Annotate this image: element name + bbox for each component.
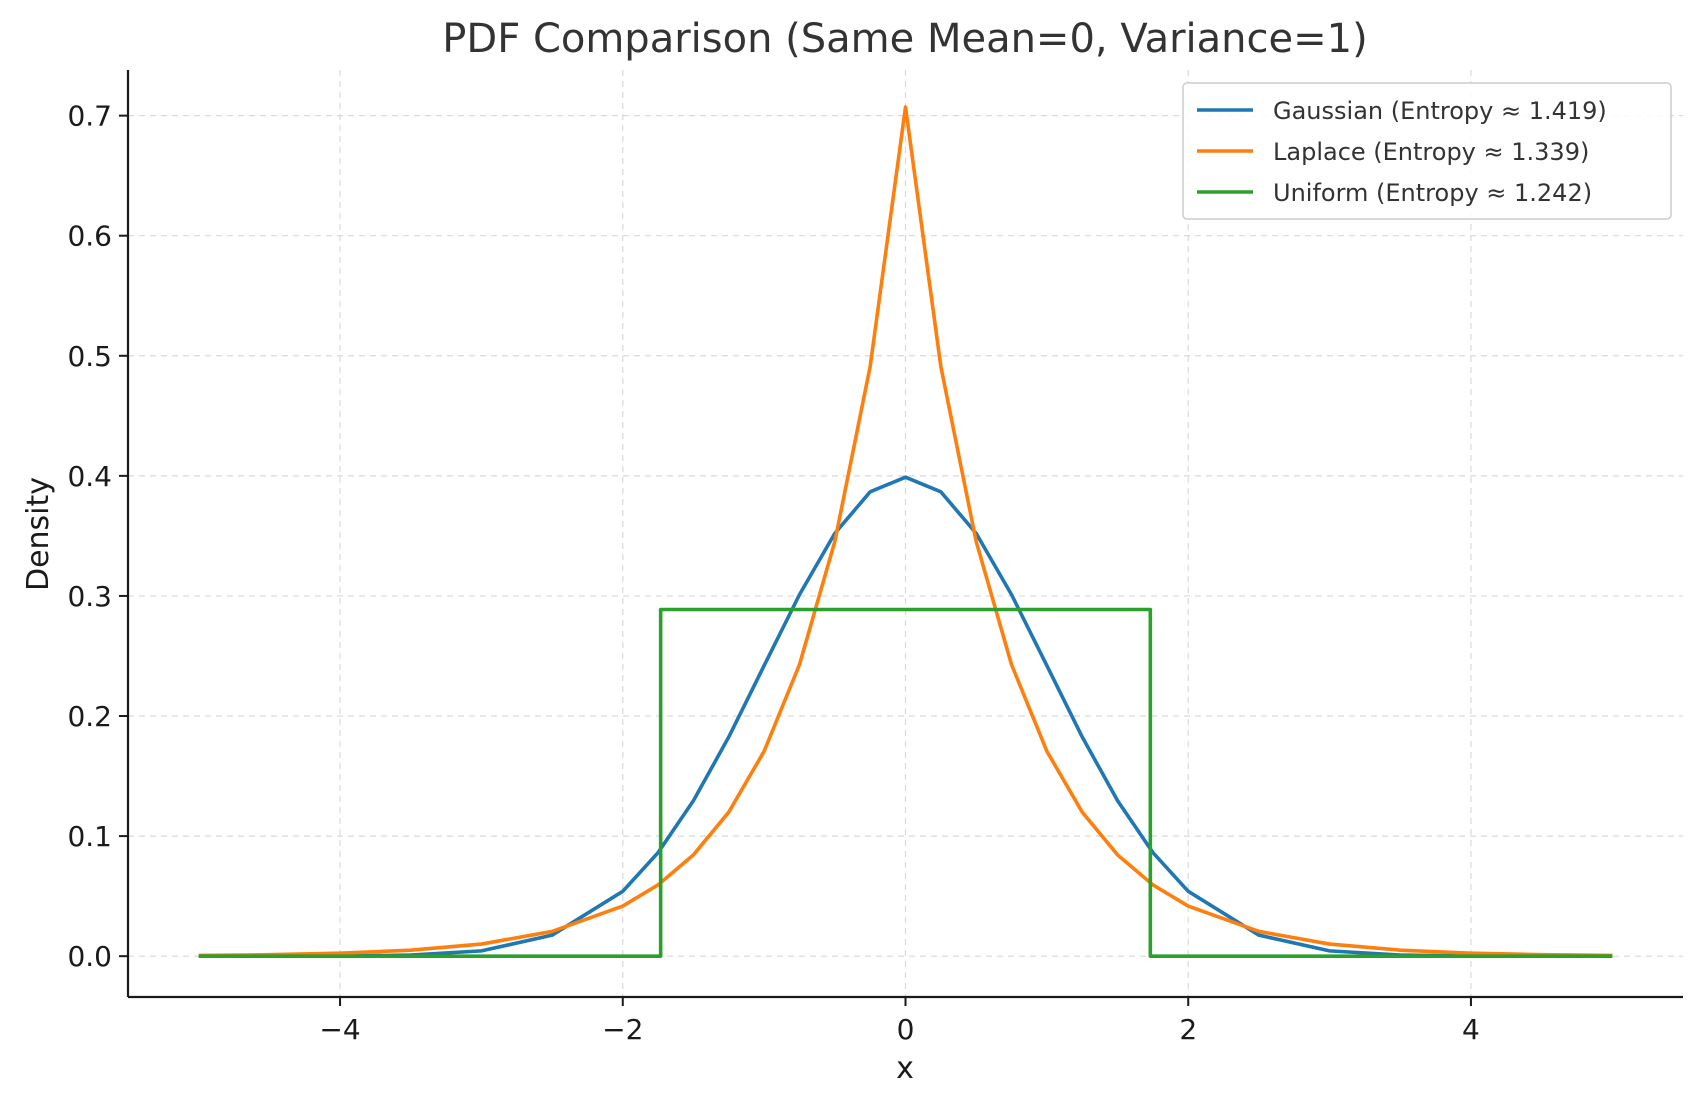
uniform-legend-label: Uniform (Entropy ≈ 1.242) xyxy=(1273,179,1592,207)
legend: Gaussian (Entropy ≈ 1.419) Laplace (Entro… xyxy=(1182,82,1672,220)
series-layer xyxy=(198,105,1613,958)
y-tick-label: 0.3 xyxy=(67,580,112,613)
y-axis-label: Density xyxy=(21,477,56,591)
x-axis-label: x xyxy=(896,1051,914,1086)
x-tick-label: −4 xyxy=(319,1013,360,1046)
legend-frame xyxy=(1182,82,1672,220)
x-tick-label: 4 xyxy=(1462,1013,1480,1046)
x-tick-label: −2 xyxy=(602,1013,643,1046)
y-tick-label: 0.7 xyxy=(67,100,112,133)
grid xyxy=(128,70,1683,997)
x-tick-label: 2 xyxy=(1179,1013,1197,1046)
laplace-series-line xyxy=(198,105,1613,958)
y-tick-label: 0.5 xyxy=(67,340,112,373)
y-ticks: 0.0 0.1 0.2 0.3 0.4 0.5 0.6 0.7 xyxy=(67,100,128,973)
y-tick-label: 0.4 xyxy=(67,460,112,493)
y-tick-label: 0.0 xyxy=(67,940,112,973)
gaussian-legend-label: Gaussian (Entropy ≈ 1.419) xyxy=(1273,97,1607,125)
chart-title: PDF Comparison (Same Mean=0, Variance=1) xyxy=(442,16,1367,62)
y-tick-label: 0.2 xyxy=(67,700,112,733)
laplace-legend-label: Laplace (Entropy ≈ 1.339) xyxy=(1273,138,1589,166)
x-ticks: −4 −2 0 2 4 xyxy=(319,997,1480,1046)
uniform-series-line xyxy=(198,607,1613,958)
gaussian-series-line xyxy=(198,475,1613,958)
x-tick-label: 0 xyxy=(897,1013,915,1046)
y-tick-label: 0.6 xyxy=(67,220,112,253)
y-tick-label: 0.1 xyxy=(67,820,112,853)
